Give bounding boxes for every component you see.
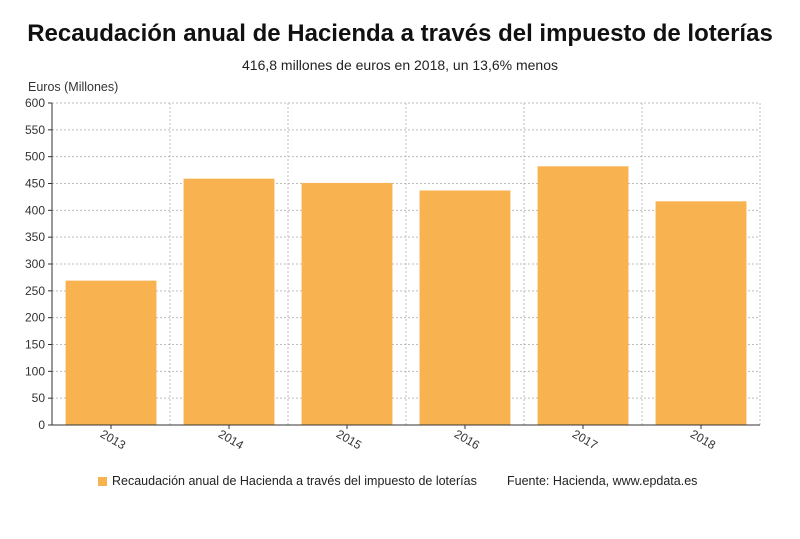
y-tick-label: 450 [25, 177, 45, 191]
y-tick-label: 200 [25, 311, 45, 325]
chart-title: Recaudación anual de Hacienda a través d… [27, 20, 773, 47]
chart-subtitle: 416,8 millones de euros en 2018, un 13,6… [242, 57, 558, 73]
bar-2016 [419, 190, 511, 425]
y-tick-label: 0 [38, 418, 45, 432]
bar-2015 [301, 182, 393, 425]
x-tick-label: 2016 [452, 427, 482, 453]
legend: Recaudación anual de Hacienda a través d… [98, 474, 477, 488]
grid-layer [51, 102, 761, 425]
x-tick-label: 2018 [688, 427, 718, 453]
bar-2013 [65, 280, 157, 425]
y-tick-label: 150 [25, 338, 45, 352]
bar-2017 [537, 166, 629, 425]
x-tick-label: 2014 [216, 427, 246, 453]
y-tick-label: 100 [25, 364, 45, 378]
y-tick-label: 50 [32, 391, 46, 405]
y-tick-label: 250 [25, 284, 45, 298]
bars-layer [65, 166, 747, 425]
legend-label: Recaudación anual de Hacienda a través d… [112, 474, 477, 488]
bar-2018 [655, 201, 747, 425]
source-note: Fuente: Hacienda, www.epdata.es [507, 474, 698, 488]
y-tick-label: 550 [25, 123, 45, 137]
x-tick-label: 2013 [98, 427, 128, 453]
y-tick-label: 600 [25, 96, 45, 110]
y-tick-label: 400 [25, 203, 45, 217]
x-tick-label: 2015 [334, 427, 364, 453]
bar-2014 [183, 178, 275, 425]
x-tick-label: 2017 [570, 427, 600, 453]
y-tick-label: 350 [25, 230, 45, 244]
y-tick-label: 500 [25, 150, 45, 164]
y-tick-label: 300 [25, 257, 45, 271]
legend-swatch [98, 476, 107, 486]
y-axis-label: Euros (Millones) [28, 80, 119, 94]
